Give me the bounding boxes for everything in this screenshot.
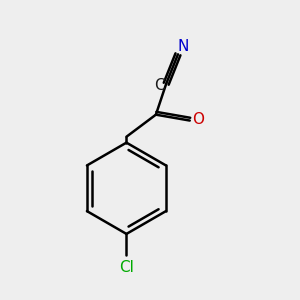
Text: C: C [154,78,165,93]
Text: N: N [178,39,189,54]
Text: Cl: Cl [119,260,134,275]
Text: O: O [192,112,204,127]
